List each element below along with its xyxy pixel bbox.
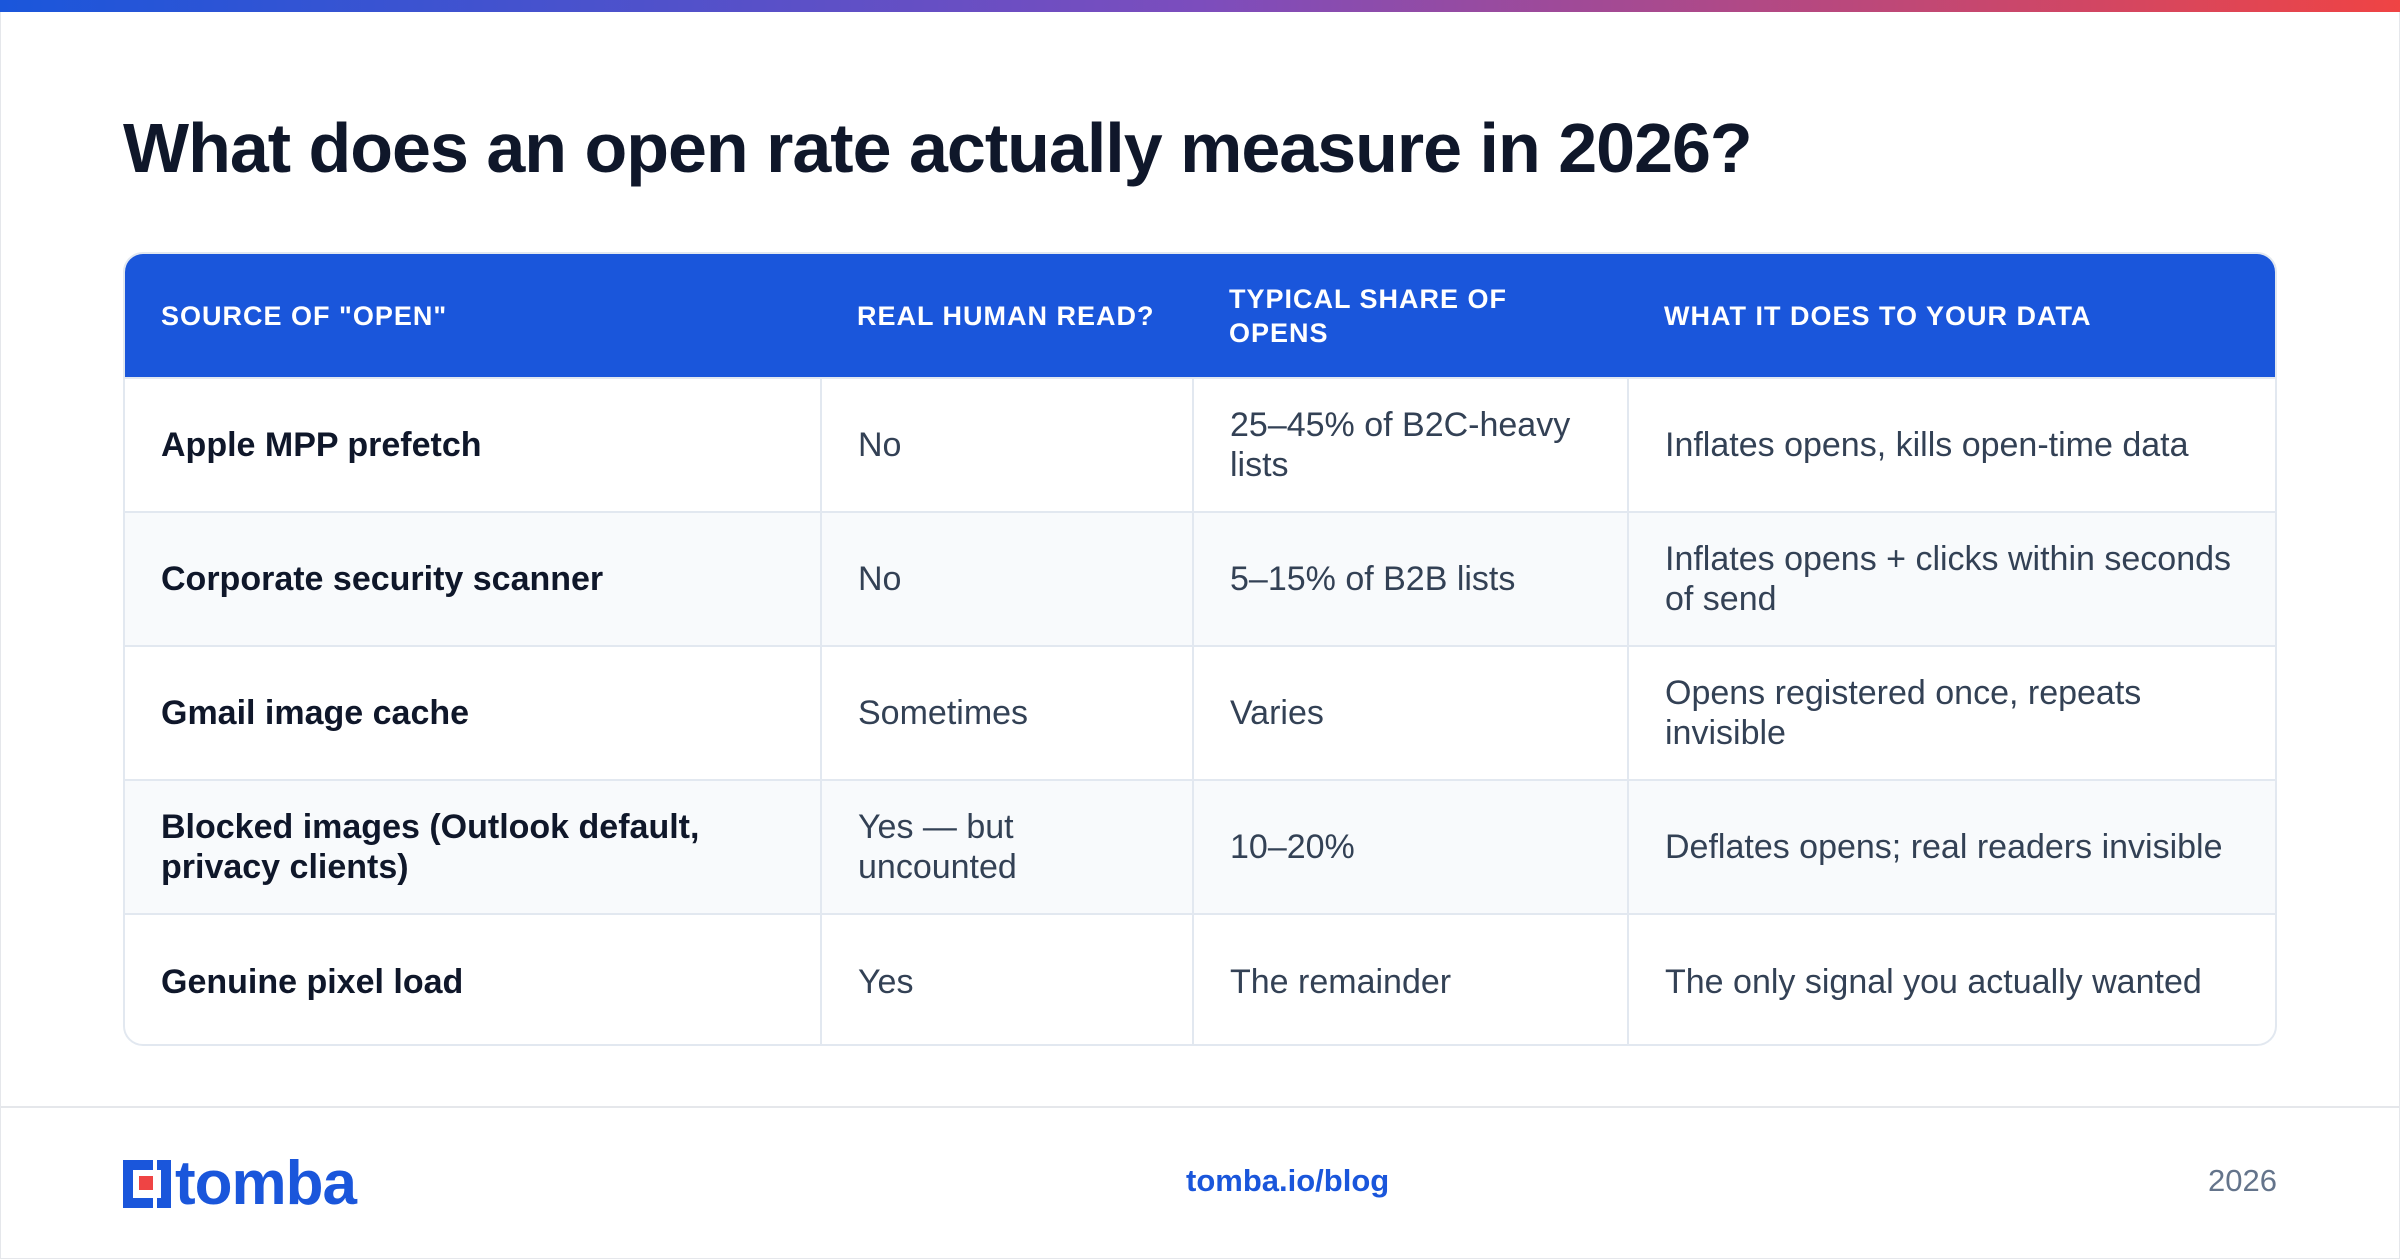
table-row: Corporate security scanner No 5–15% of B… — [125, 512, 2275, 646]
cell-effect: Deflates opens; real readers invisible — [1627, 780, 2275, 914]
cell-share: Varies — [1192, 646, 1628, 780]
cell-human-read: No — [820, 512, 1193, 646]
header-effect-on-data: WHAT IT DOES TO YOUR DATA — [1664, 300, 2092, 331]
cell-source: Genuine pixel load — [161, 962, 464, 1001]
cell-effect: Inflates opens + clicks within seconds o… — [1627, 512, 2275, 646]
cell-source: Corporate security scanner — [161, 560, 604, 598]
cell-source: Apple MPP prefetch — [161, 426, 482, 464]
header-typical-share: TYPICAL SHARE OF OPENS — [1229, 283, 1508, 348]
table-row: Apple MPP prefetch No 25–45% of B2C-heav… — [125, 378, 2275, 512]
cell-human-read: Yes — but uncounted — [820, 780, 1193, 914]
cell-source: Gmail image cache — [161, 694, 470, 732]
cell-share: 10–20% — [1192, 780, 1628, 914]
footer-year: 2026 — [2208, 1163, 2277, 1198]
comparison-table: SOURCE OF "OPEN" REAL HUMAN READ? TYPICA… — [125, 254, 2275, 1044]
cell-human-read: Sometimes — [820, 646, 1193, 780]
cell-source: Blocked images (Outlook default, privacy… — [161, 808, 700, 886]
table-row: Gmail image cache Sometimes Varies Opens… — [125, 646, 2275, 780]
comparison-table-card: SOURCE OF "OPEN" REAL HUMAN READ? TYPICA… — [123, 252, 2277, 1046]
footer-divider — [0, 1106, 2400, 1108]
cell-human-read: Yes — [820, 914, 1193, 1044]
top-gradient-bar — [0, 0, 2400, 12]
table-row: Blocked images (Outlook default, privacy… — [125, 780, 2275, 914]
cell-share: 25–45% of B2C-heavy lists — [1192, 378, 1628, 512]
tomba-logo[interactable]: tomba — [123, 1149, 357, 1218]
cell-human-read: No — [820, 378, 1193, 512]
cell-share: 5–15% of B2B lists — [1192, 512, 1628, 646]
table-row: Genuine pixel load Yes The remainder The… — [125, 914, 2275, 1044]
page-title: What does an open rate actually measure … — [123, 109, 1753, 187]
cell-share: The remainder — [1192, 914, 1628, 1044]
table-header-row: SOURCE OF "OPEN" REAL HUMAN READ? TYPICA… — [125, 254, 2275, 378]
header-source: SOURCE OF "OPEN" — [161, 300, 448, 331]
cell-effect: Opens registered once, repeats invisible — [1627, 646, 2275, 780]
blog-link[interactable]: tomba.io/blog — [1186, 1163, 1390, 1198]
header-real-human-read: REAL HUMAN READ? — [857, 300, 1155, 331]
tomba-logo-text: tomba — [175, 1149, 357, 1218]
tomba-logo-icon — [123, 1160, 171, 1208]
cell-effect: The only signal you actually wanted — [1627, 914, 2275, 1044]
cell-effect: Inflates opens, kills open-time data — [1627, 378, 2275, 512]
